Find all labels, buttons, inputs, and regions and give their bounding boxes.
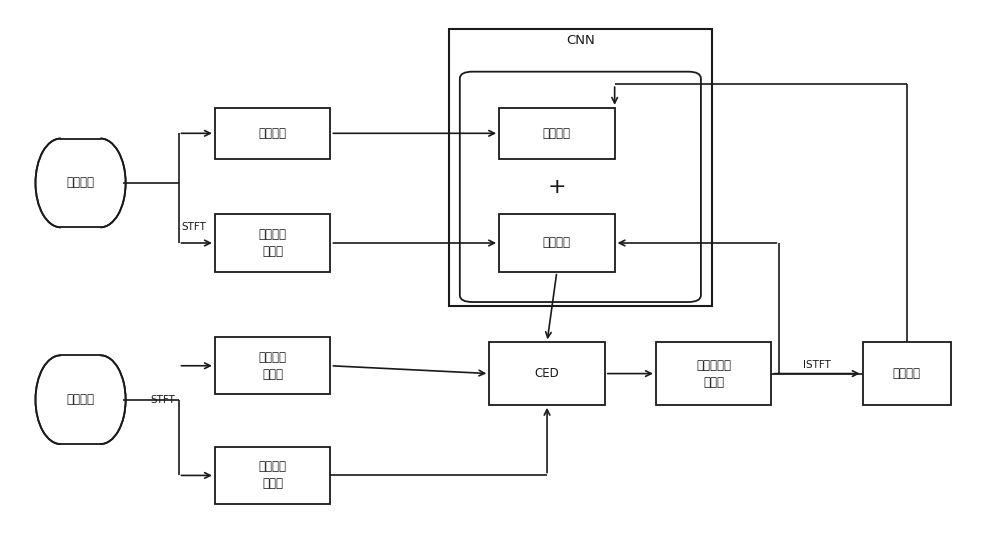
Bar: [215, 337, 330, 394]
Text: 频域损失: 频域损失: [543, 237, 571, 249]
Bar: [215, 214, 330, 272]
Text: 重构波形: 重构波形: [893, 367, 921, 380]
Polygon shape: [35, 356, 61, 444]
Text: 估计语音的
幅度谱: 估计语音的 幅度谱: [696, 359, 731, 389]
Text: STFT: STFT: [151, 395, 176, 405]
Text: 干净语音: 干净语音: [67, 176, 95, 189]
Polygon shape: [35, 139, 61, 227]
Text: +: +: [548, 176, 566, 197]
Bar: [499, 214, 615, 272]
FancyBboxPatch shape: [460, 71, 701, 302]
Text: CED: CED: [535, 367, 559, 380]
Text: 带噪语音: 带噪语音: [67, 393, 95, 406]
Text: 带噪语音
幅度谱: 带噪语音 幅度谱: [259, 351, 287, 381]
Bar: [215, 108, 330, 159]
Text: 时域损失: 时域损失: [543, 127, 571, 140]
Bar: [863, 342, 951, 405]
Text: STFT: STFT: [182, 222, 206, 232]
Text: 带噪语音
相位谱: 带噪语音 相位谱: [259, 461, 287, 490]
Polygon shape: [100, 139, 126, 227]
Bar: [656, 342, 771, 405]
Bar: [489, 342, 605, 405]
Text: 干净语音
幅度谱: 干净语音 幅度谱: [259, 228, 287, 258]
Bar: [61, 139, 100, 227]
Bar: [449, 29, 712, 306]
Text: ISTFT: ISTFT: [803, 360, 831, 370]
Bar: [61, 356, 100, 444]
Text: CNN: CNN: [566, 34, 595, 47]
Bar: [215, 447, 330, 504]
Bar: [499, 108, 615, 159]
Polygon shape: [100, 356, 126, 444]
Text: 时域波形: 时域波形: [259, 127, 287, 140]
